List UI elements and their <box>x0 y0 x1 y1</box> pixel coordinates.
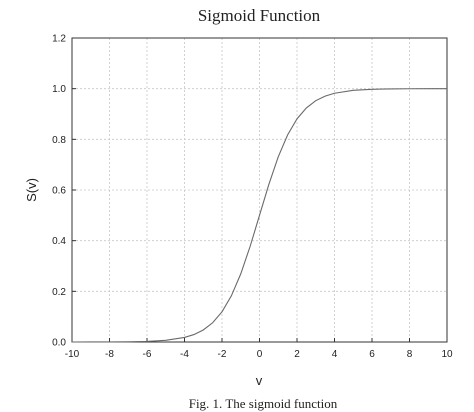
x-tick-label: 6 <box>369 349 375 360</box>
x-tick-label: -6 <box>143 349 152 360</box>
x-tick-label: 0 <box>257 349 263 360</box>
x-tick-label: 2 <box>294 349 300 360</box>
y-tick-label: 0.4 <box>52 236 66 247</box>
y-tick-label: 1.2 <box>52 34 66 45</box>
y-tick-label: 0.8 <box>52 135 66 146</box>
axis-ticks: -10 -8 -6 -4 -2 0 2 4 6 8 10 0.0 0.2 0.4 0.6 0.8 1.0 1.2 <box>52 34 453 361</box>
x-tick-label: -4 <box>180 349 189 360</box>
x-tick-label: -10 <box>65 349 80 360</box>
x-tick-label: -8 <box>105 349 114 360</box>
y-tick-label: 0.0 <box>52 338 66 349</box>
x-axis-label: v <box>256 373 263 388</box>
y-tick-label: 1.0 <box>52 84 66 95</box>
x-tick-label: -2 <box>218 349 227 360</box>
chart-title: Sigmoid Function <box>198 6 321 25</box>
grid-lines <box>72 38 447 342</box>
y-axis-label: S(v) <box>24 178 39 202</box>
x-tick-label: 10 <box>441 349 453 360</box>
x-tick-label: 8 <box>407 349 413 360</box>
figure-caption: Fig. 1. The sigmoid function <box>189 396 338 411</box>
x-tick-label: 4 <box>332 349 338 360</box>
y-tick-label: 0.2 <box>52 287 66 298</box>
y-tick-label: 0.6 <box>52 186 66 197</box>
sigmoid-curve <box>71 88 448 343</box>
